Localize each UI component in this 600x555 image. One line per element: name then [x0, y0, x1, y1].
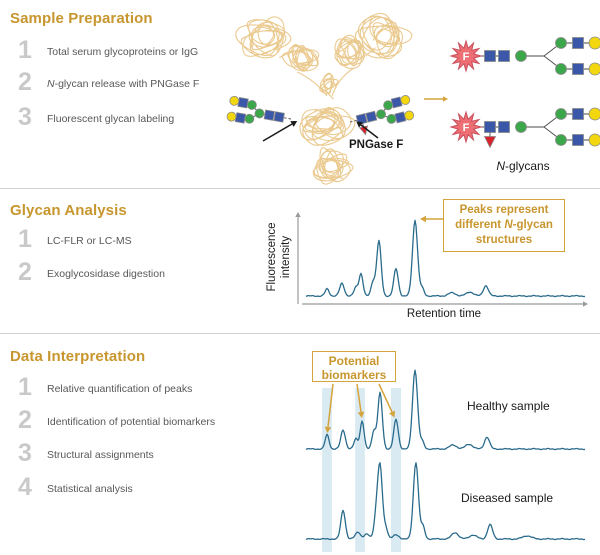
- step-text: Total serum glycoproteins or IgG: [47, 46, 198, 58]
- step-row: 2 N-glycan release with PNGase F: [12, 70, 199, 95]
- attached-glycan-right: [349, 95, 415, 136]
- fluorescent-star-letter: F: [463, 51, 470, 63]
- callout-arrow: [420, 215, 443, 223]
- step-row: 4 Statistical analysis: [12, 475, 133, 500]
- retention-time-axis-label: Retention time: [406, 308, 482, 320]
- peaks-callout: Peaks represent different N-glycan struc…: [443, 199, 565, 252]
- step-text-part: Structural assignments: [47, 449, 154, 461]
- step-row: 1 LC-FLR or LC-MS: [12, 227, 132, 252]
- analysis-trace: [305, 219, 586, 298]
- n-glycans-label: N-glycans: [492, 159, 554, 173]
- pngase-arrow-right: [356, 121, 379, 139]
- step-row: 3 Structural assignments: [12, 441, 154, 466]
- step-text: Relative quantification of peaks: [47, 383, 192, 395]
- biomarker-bands: [322, 388, 402, 552]
- step-row: 1 Relative quantification of peaks: [12, 375, 192, 400]
- healthy-trace: [305, 369, 586, 451]
- divider-1: [0, 188, 600, 189]
- biomarkers-callout: Potential biomarkers: [312, 351, 396, 382]
- pngase-f-label: PNGase F: [349, 139, 404, 151]
- step-number: 2: [18, 406, 32, 434]
- n-glycans-label-n: N: [496, 159, 505, 173]
- biomarker-arrows: [324, 383, 395, 433]
- step-number: 3: [18, 439, 32, 467]
- biomarkers-callout-line-1: Potential: [328, 354, 380, 368]
- step-number: 1: [18, 373, 32, 401]
- step-text: Structural assignments: [47, 449, 154, 461]
- peaks-callout-line-2-post: -glycan: [512, 219, 553, 231]
- step-row: 2 Identification of potential biomarkers: [12, 408, 215, 433]
- healthy-sample-label: Healthy sample: [467, 399, 550, 413]
- step-number: 1: [18, 225, 32, 253]
- step-text: LC-FLR or LC-MS: [47, 235, 132, 247]
- peaks-callout-line-2-n: N: [504, 219, 513, 231]
- section-glycan-analysis-heading: Glycan Analysis: [10, 202, 127, 219]
- fluorescent-star-icon: [449, 39, 483, 73]
- step-text-part: LC-FLR or LC-MS: [47, 235, 132, 247]
- peaks-callout-line-1: Peaks represent: [459, 204, 549, 216]
- step-text-part: N: [47, 78, 55, 90]
- biomarkers-callout-line-2: biomarkers: [321, 368, 387, 382]
- biomarker-band: [355, 388, 365, 552]
- divider-2: [0, 333, 600, 334]
- step-text: Exoglycosidase digestion: [47, 268, 165, 280]
- step-text: Fluorescent glycan labeling: [47, 113, 174, 125]
- biomarker-band: [390, 388, 402, 552]
- peaks-callout-line-3: structures: [475, 234, 533, 246]
- pngase-arrow-left: [262, 120, 298, 142]
- axis-label-line-2: intensity: [280, 235, 292, 279]
- step-number: 3: [18, 103, 32, 131]
- fluorescence-intensity-axis-label: Fluorescence intensity: [265, 197, 293, 317]
- biomarker-band: [322, 388, 332, 552]
- section-data-interpretation-heading: Data Interpretation: [10, 348, 146, 365]
- fluorescent-star-icon: [449, 110, 483, 144]
- step-row: 3 Fluorescent glycan labeling: [12, 105, 174, 130]
- peaks-callout-line-2: different N-glycan: [444, 218, 564, 233]
- step-number: 4: [18, 473, 32, 501]
- step-row: 1 Total serum glycoproteins or IgG: [12, 38, 198, 63]
- step-text: Statistical analysis: [47, 483, 133, 495]
- step-text-part: Fluorescent glycan labeling: [47, 113, 175, 125]
- step-text: Identification of potential biomarkers: [47, 416, 215, 428]
- step-text: N-glycan release with PNGase F: [47, 78, 199, 90]
- step-number: 2: [18, 258, 32, 286]
- step-text-part: -glycan release with PNGase F: [54, 78, 200, 90]
- attached-glycan-left: [226, 95, 292, 124]
- diseased-sample-label: Diseased sample: [461, 491, 554, 505]
- analysis-axes: [295, 212, 588, 307]
- step-text-part: Identification of potential biomarkers: [47, 416, 216, 428]
- antibody-illustration: [235, 12, 413, 185]
- axis-label-line-1: Fluorescence: [266, 222, 278, 292]
- step-row: 2 Exoglycosidase digestion: [12, 260, 165, 285]
- n-glycans-label-rest: -glycans: [504, 159, 550, 173]
- labeled-glycan-top: F: [449, 36, 600, 76]
- step-text-part: Total serum glycoproteins or IgG: [47, 46, 199, 58]
- step-number: 2: [18, 68, 32, 96]
- step-text-part: Statistical analysis: [47, 483, 133, 495]
- fluorescent-star-letter: F: [463, 122, 470, 134]
- step-text-part: Relative quantification of peaks: [47, 383, 193, 395]
- diseased-trace: [305, 462, 586, 541]
- release-arrow: [424, 96, 448, 102]
- section-sample-preparation-heading: Sample Preparation: [10, 10, 153, 27]
- peaks-callout-line-2-pre: different: [455, 219, 505, 231]
- step-text-part: Exoglycosidase digestion: [47, 268, 165, 280]
- labeled-glycan-bottom: F: [449, 107, 600, 149]
- step-number: 1: [18, 36, 32, 64]
